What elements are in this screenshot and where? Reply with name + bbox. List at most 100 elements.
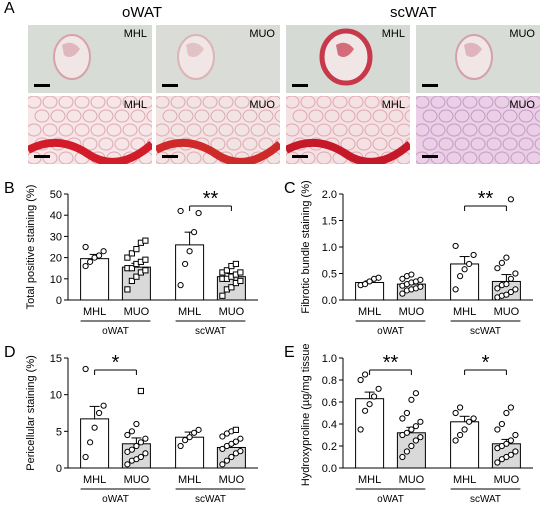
data-point [137,453,144,461]
data-point [82,243,89,251]
data-point [417,283,424,290]
category-label: MHL [358,306,381,318]
histology-label: MUO [249,28,275,40]
data-point [177,282,184,289]
data-point [507,275,514,282]
chart-pericellular-staining: 0 5 10 15 Pericellular staining (%) MHL MUO MHL… [25,352,258,505]
column-title-owat: oWAT [122,4,162,21]
histology-label: MUO [509,99,535,111]
data-point [494,459,501,466]
y-tick-label: 20 [50,253,62,265]
data-point [219,461,226,468]
data-point [133,246,140,253]
data-point [191,229,198,236]
data-point [82,365,89,373]
group-label: scWAT [195,494,226,505]
y-tick-label: 1.0 [322,242,337,254]
y-tick-label: 0.0 [322,463,337,475]
data-point [177,207,184,215]
data-point [182,437,189,444]
histology-image-mhl: MHL [28,96,152,164]
data-point [452,286,459,293]
data-point [100,248,107,255]
data-point [403,429,410,436]
data-point [457,431,464,439]
histology-image-muo: MUO [416,96,540,164]
panel-letter-b: B [4,180,15,197]
data-point [142,435,149,442]
panel-letter-e: E [284,344,295,361]
data-point [219,445,226,453]
data-point [237,448,244,455]
panel-letter-a: A [4,0,15,17]
data-point [507,288,514,296]
group-label: oWAT [377,494,404,505]
y-tick-label: 5 [56,426,62,438]
data-point [507,196,514,203]
category-label: MHL [178,474,201,486]
data-point [412,390,419,397]
data-point [470,251,477,259]
data-point [408,442,415,450]
data-point [128,277,136,285]
chart-fibrotic-bundle-staining: 0.0 0.5 1.0 1.5 2.0 Fibrotic bundle staining … [300,180,533,337]
data-point [412,423,419,430]
group-label: oWAT [102,494,129,505]
category-label: MHL [83,306,106,318]
significance-marker: * [112,352,120,374]
data-point [399,415,406,422]
y-tick-label: 0 [56,295,62,307]
data-point [142,256,149,263]
data-point [128,446,135,453]
data-point [375,274,382,281]
data-point [503,254,510,261]
data-point [228,284,235,291]
category-label: MUO [494,306,520,318]
data-point [503,291,510,298]
data-point [186,248,193,255]
category-label: MUO [219,306,245,318]
significance-marker: ** [203,188,219,210]
category-label: MHL [358,474,381,486]
bar-mhl [175,436,205,469]
scale-bar [34,84,50,87]
category-label: MUO [219,474,245,486]
data-point [137,439,144,446]
category-label: MHL [453,306,476,318]
data-point [512,286,519,293]
data-point [408,426,415,433]
data-point [186,434,193,441]
data-point [237,269,244,276]
data-point [91,424,98,431]
data-point [124,461,131,468]
data-point [470,415,477,422]
y-tick-label: 10 [50,390,62,402]
scale-bar [162,155,178,158]
bar-mhl [355,398,385,469]
y-tick-label: 0.6 [322,397,337,409]
data-point [417,418,424,425]
y-tick-label: 0 [56,463,62,475]
data-point [452,437,459,444]
data-point [124,286,131,293]
data-point [357,376,364,384]
category-label: MUO [399,474,425,486]
category-label: MUO [399,306,425,318]
data-point [96,252,103,259]
data-point [232,426,240,433]
data-point [457,404,464,411]
data-point [124,254,131,261]
category-label: MHL [83,474,106,486]
data-point [494,265,501,272]
data-point [507,437,514,444]
histology-label: MHL [381,28,405,40]
data-point [399,275,406,282]
data-point [124,431,131,439]
category-label: MHL [178,306,201,318]
y-tick-label: 1.5 [322,216,337,228]
data-point [507,451,514,458]
data-point [137,387,145,395]
data-point [512,270,519,277]
data-point [375,385,382,392]
data-point [142,267,149,274]
